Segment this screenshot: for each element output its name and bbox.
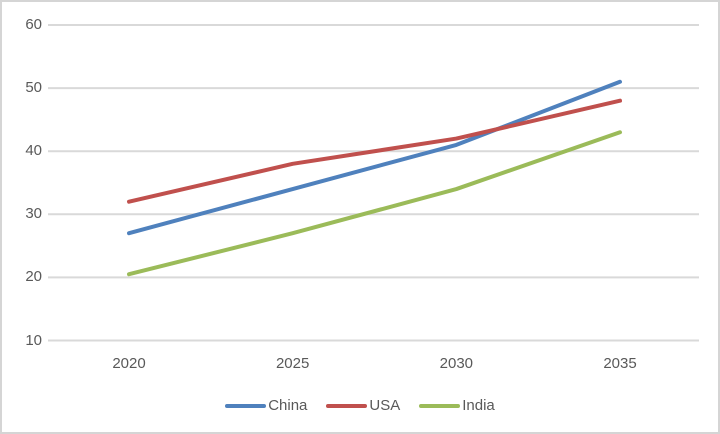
india-line-swatch-icon — [419, 404, 461, 408]
legend-item-india: India — [419, 397, 495, 415]
y-axis-tick-label: 40 — [25, 142, 42, 160]
legend-item-china: China — [225, 397, 307, 415]
x-axis-tick-label: 2030 — [439, 355, 474, 372]
series-line-china — [127, 79, 622, 236]
china-line-swatch-icon — [225, 404, 267, 408]
y-axis-tick-label: 10 — [25, 331, 42, 349]
legend-label-china: China — [268, 397, 308, 414]
x-axis-tick-label: 2025 — [275, 355, 310, 372]
usa-line-swatch-icon — [326, 404, 368, 408]
x-axis-tick-label: 2035 — [603, 355, 637, 372]
legend-item-usa: USA — [326, 397, 400, 415]
y-axis-tick-label: 20 — [25, 268, 42, 286]
legend-label-usa: USA — [369, 397, 401, 414]
x-axis-tick-label: 2020 — [112, 355, 146, 372]
y-axis-tick-label: 30 — [25, 205, 42, 223]
y-axis-tick-label: 50 — [25, 79, 42, 97]
chart-legend: China USA India — [2, 396, 718, 416]
series-line-india — [127, 130, 622, 277]
legend-label-india: India — [462, 397, 495, 414]
y-axis-tick-label: 60 — [25, 16, 42, 33]
series-line-usa — [127, 98, 622, 204]
